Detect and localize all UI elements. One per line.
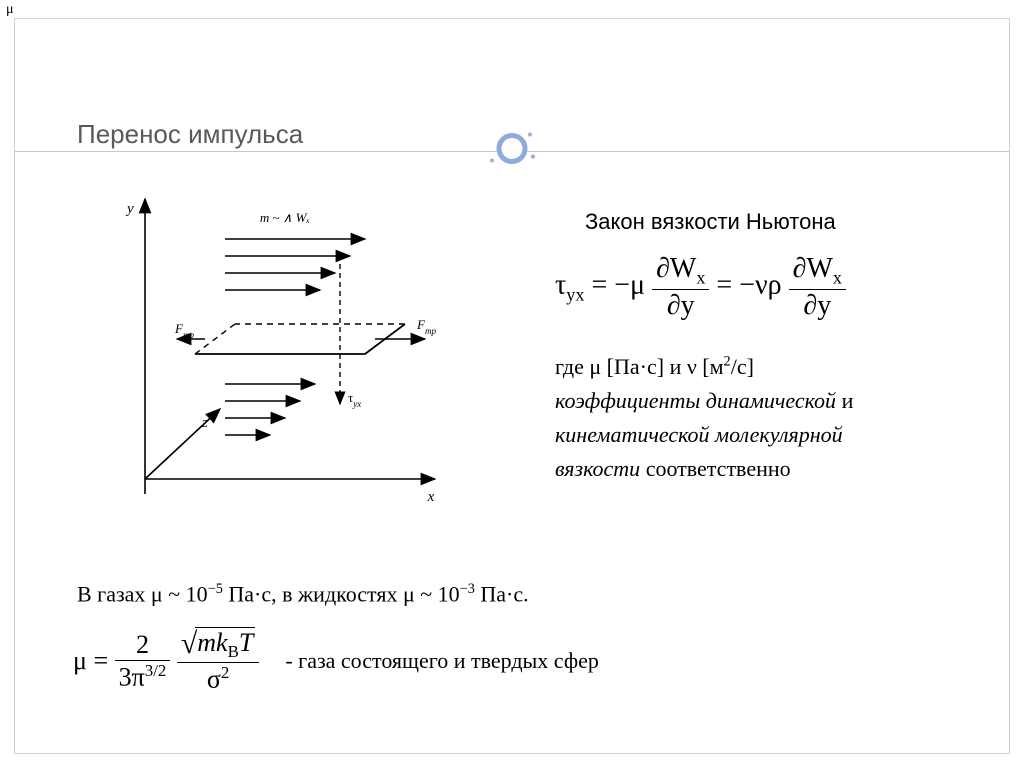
svg-text:τyx: τyx <box>348 390 361 409</box>
svg-text:Fтр: Fтр <box>174 321 194 340</box>
slide-frame: Перенос импульса y x z m ~ ∧ Wₓ Fтр Fтр τyx За… <box>14 18 1010 754</box>
svg-text:z: z <box>201 415 208 431</box>
hard-sphere-mu-equation: μ = 2 3π3/2 mkBT σ2 - газа состоящего и … <box>73 627 599 695</box>
ring-ornament-icon <box>477 127 547 176</box>
newton-viscosity-equation: τyx = −μ ∂Wx ∂y = −νρ ∂Wx ∂y <box>555 253 995 322</box>
corner-symbol: μ <box>6 2 14 18</box>
svg-text:m ~ ∧ Wₓ: m ~ ∧ Wₓ <box>260 210 311 225</box>
right-column: Закон вязкости Ньютона τyx = −μ ∂Wx ∂y =… <box>555 209 995 486</box>
where-text: где μ [Па·с] и ν [м2/с] коэффициенты дин… <box>555 350 995 486</box>
gas-liquid-viscosity-text: В газах μ ~ 10−5 Па·с, в жидкостях μ ~ 1… <box>77 581 529 607</box>
svg-text:x: x <box>427 489 435 505</box>
law-title: Закон вязкости Ньютона <box>585 209 995 235</box>
sphere-gas-label: - газа состоящего и твердых сфер <box>285 648 599 674</box>
svg-text:y: y <box>125 201 134 217</box>
momentum-diagram: y x z m ~ ∧ Wₓ Fтр Fтр τyx <box>85 194 445 524</box>
slide-title: Перенос импульса <box>77 119 303 150</box>
svg-text:Fтр: Fтр <box>416 317 436 336</box>
